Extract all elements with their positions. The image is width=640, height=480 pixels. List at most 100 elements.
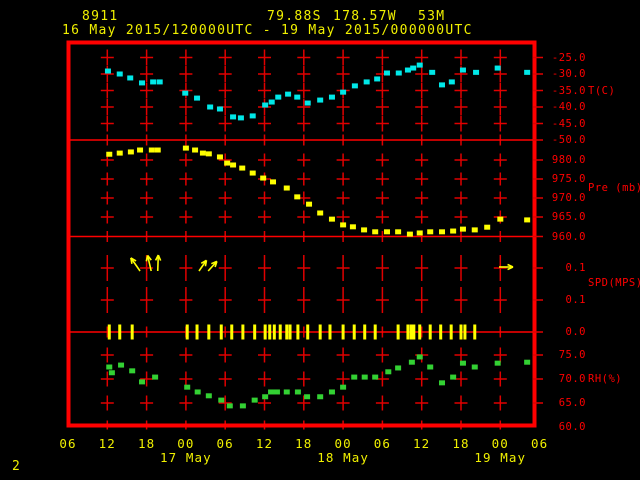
pressure-tick-label: 980.0	[551, 154, 586, 166]
wind_speed-tick-label: 0.1	[565, 262, 586, 274]
pressure-point	[471, 227, 478, 233]
pressure-tick-label: 970.0	[551, 192, 586, 204]
pressure-tick-label: 965.0	[551, 211, 586, 223]
pressure-point	[224, 160, 231, 166]
pressure-point	[450, 228, 457, 234]
temperature-tick-label: -45.0	[551, 117, 586, 130]
temperature-point	[416, 62, 423, 68]
wind-obs-tick	[328, 324, 332, 340]
hour-tick-label: 06	[59, 436, 77, 451]
pressure-point	[328, 216, 335, 222]
pressure-point	[199, 150, 206, 156]
wind-obs-tick	[341, 324, 345, 340]
temperature-point	[182, 90, 189, 96]
temperature-point	[448, 79, 455, 85]
wind-obs-tick	[306, 324, 310, 340]
relative_humidity-point	[139, 379, 146, 385]
relative_humidity-point	[471, 364, 478, 370]
pressure-point	[406, 231, 413, 237]
relative_humidity-point	[251, 397, 258, 403]
wind-obs-tick	[318, 324, 322, 340]
relative_humidity-point	[361, 374, 368, 380]
pressure-point	[270, 179, 277, 185]
temperature-point	[262, 102, 269, 108]
wind-obs-tick	[396, 324, 400, 340]
wind-obs-tick	[296, 324, 300, 340]
temperature-tick-label: -25.0	[551, 51, 586, 64]
temperature-point	[317, 97, 324, 103]
temperature-point	[230, 114, 237, 120]
temperature-point	[216, 106, 223, 112]
relative_humidity-point	[317, 394, 324, 400]
relative_humidity-point	[184, 384, 191, 390]
temperature-point	[404, 67, 411, 73]
right-axis-ticks	[533, 56, 543, 404]
relative_humidity-point	[268, 389, 275, 395]
relative_humidity-point	[294, 389, 301, 395]
temperature-point	[285, 91, 292, 97]
relative_humidity-point	[459, 360, 466, 366]
relative_humidity-point	[304, 394, 311, 400]
pressure-point	[260, 175, 267, 181]
relative_humidity-point	[385, 369, 392, 375]
hour-tick-label: 18	[295, 436, 313, 451]
station-elevation: 53M	[418, 9, 446, 24]
hour-tick-label: 00	[177, 436, 195, 451]
hour-tick-label: 12	[413, 436, 431, 451]
temperature-point	[294, 94, 301, 100]
temperature-point	[156, 79, 163, 85]
wind-obs-tick	[285, 324, 289, 340]
wind-obs-tick	[373, 324, 377, 340]
wind-obs-tick	[459, 324, 463, 340]
wind-obs-tick	[241, 324, 245, 340]
wind-obs-tick	[363, 324, 367, 340]
temperature-point	[374, 76, 381, 82]
wind-direction-arrows	[130, 254, 514, 272]
relative_humidity-tick-label: 70.0	[558, 373, 586, 385]
pressure-point	[459, 226, 466, 232]
relative_humidity-point	[262, 394, 269, 400]
relative_humidity-tick-label: 75.0	[558, 349, 586, 361]
wind-obs-tick	[107, 324, 111, 340]
pressure-point	[205, 151, 212, 157]
relative_humidity-point	[118, 362, 125, 368]
pressure-point	[148, 147, 155, 153]
wind-arrow	[154, 254, 162, 272]
date-label: 17 May	[160, 450, 212, 465]
wind_speed-tick-label: 0.0	[565, 326, 586, 338]
relative_humidity-point	[427, 364, 434, 370]
pressure-point	[361, 227, 368, 233]
hour-tick-label: 06	[530, 436, 549, 451]
pressure-point	[106, 151, 113, 157]
hour-tick-label: 00	[334, 436, 352, 451]
pressure-point	[216, 154, 223, 160]
hour-tick-label: 06	[216, 436, 234, 451]
wind-obs-tick	[449, 324, 453, 340]
hour-tick-label: 18	[452, 436, 470, 451]
relative_humidity-tick-label: 65.0	[558, 397, 586, 409]
pressure-point	[182, 145, 189, 151]
pressure-point	[249, 170, 256, 176]
temperature-point	[237, 115, 244, 121]
relative_humidity-point	[340, 384, 347, 390]
temperature-point	[207, 104, 214, 110]
pressure-point	[317, 210, 324, 216]
pressure-axis-title: Pre (mb)	[588, 182, 640, 194]
wind-obs-tick	[278, 324, 282, 340]
temperature-point	[363, 79, 370, 85]
wind-obs-tick	[412, 324, 416, 340]
wind-obs-tick	[253, 324, 257, 340]
pressure-point	[383, 229, 390, 235]
temperature-point	[249, 113, 256, 119]
relative_humidity-point	[416, 354, 423, 360]
date-label: 18 May	[317, 450, 369, 465]
wind-obs-tick	[288, 324, 292, 340]
wind-obs-tick	[473, 324, 477, 340]
wind-obs-tick	[185, 324, 189, 340]
temperature-point	[150, 79, 157, 85]
temperature-point	[524, 69, 531, 75]
temperature-point	[328, 94, 335, 100]
pressure-tick-label: 975.0	[551, 173, 586, 185]
temperature-point	[351, 83, 358, 89]
